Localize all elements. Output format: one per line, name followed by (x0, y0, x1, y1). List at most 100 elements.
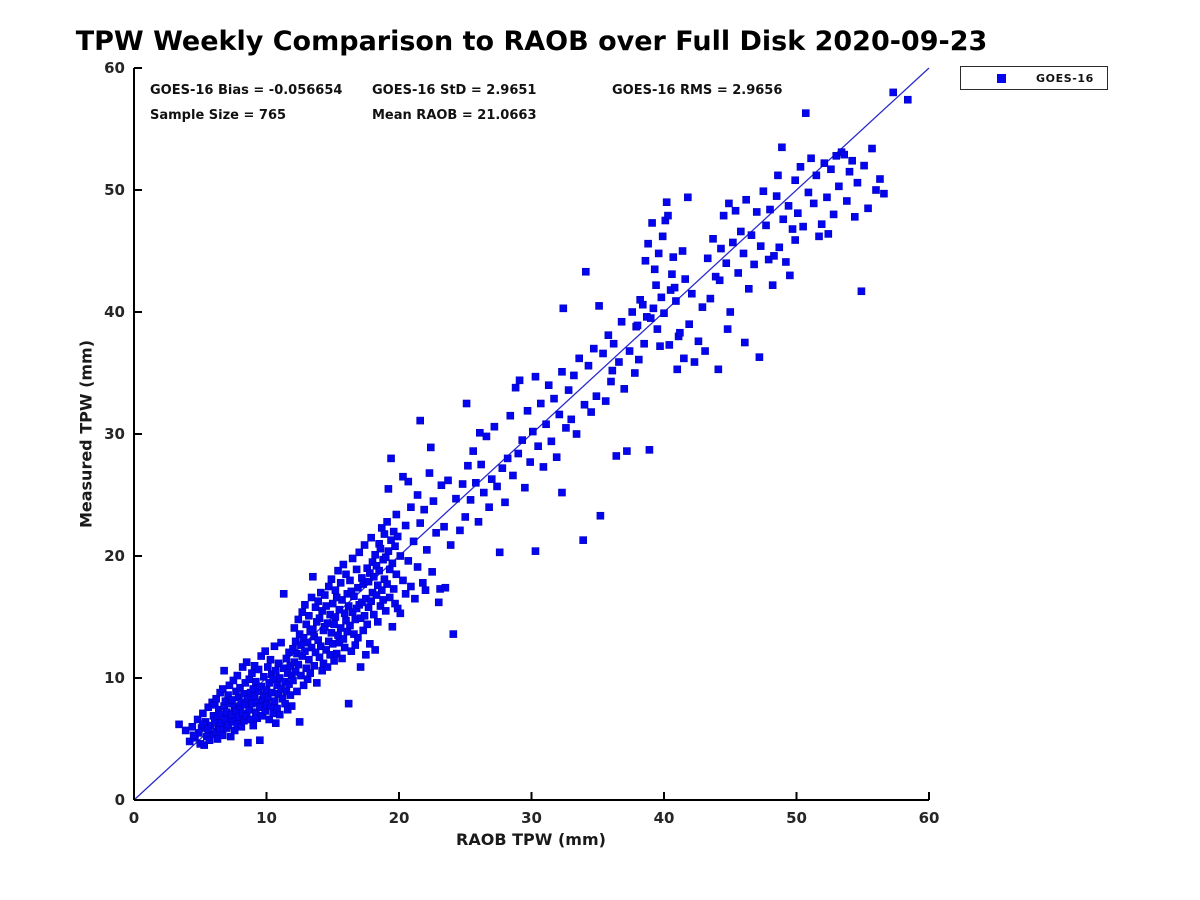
scatter-point (379, 596, 387, 604)
scatter-point (313, 679, 321, 687)
scatter-point (638, 300, 647, 309)
x-tick-label: 40 (654, 809, 675, 827)
scatter-point (409, 537, 418, 546)
scatter-point (817, 220, 826, 228)
scatter-point (648, 219, 656, 227)
scatter-point (277, 638, 285, 647)
scatter-point (261, 647, 269, 655)
scatter-point (633, 321, 642, 330)
scatter-point (236, 683, 244, 692)
scatter-point (775, 243, 784, 252)
scatter-point (444, 476, 452, 485)
scatter-point (768, 281, 777, 289)
scatter-point (477, 460, 485, 469)
scatter-point (843, 197, 851, 205)
scatter-point (558, 488, 566, 497)
scatter-point (531, 372, 540, 381)
scatter-point (523, 407, 532, 415)
scatter-point (323, 663, 332, 671)
scatter-point (688, 289, 696, 298)
scatter-point (625, 347, 634, 355)
scatter-point (558, 367, 566, 376)
scatter-point (669, 253, 678, 261)
scatter-point (493, 482, 501, 491)
scatter-point (680, 354, 688, 363)
scatter-point (289, 644, 297, 653)
scatter-point (547, 437, 556, 446)
scatter-point (562, 424, 570, 432)
scatter-point (612, 452, 621, 460)
x-tick-label: 10 (256, 809, 277, 827)
scatter-point (526, 458, 534, 466)
scatter-point (678, 247, 687, 255)
scatter-point (428, 568, 436, 576)
scatter-point (824, 230, 833, 238)
scatter-point (396, 609, 405, 618)
scatter-point (370, 610, 378, 619)
scatter-point (346, 576, 354, 585)
scatter-point (293, 687, 301, 696)
scatter-point (479, 488, 488, 497)
scatter-point (514, 449, 523, 458)
scatter-point (342, 616, 350, 625)
scatter-point (717, 244, 725, 253)
scatter-point (175, 720, 183, 729)
y-tick-label: 20 (104, 547, 125, 565)
scatter-point (407, 582, 415, 591)
x-tick-label: 0 (129, 809, 139, 827)
scatter-point (426, 443, 435, 452)
scatter-point (242, 658, 251, 666)
scatter-point (509, 471, 517, 480)
scatter-point (662, 198, 671, 206)
scatter-point (515, 376, 524, 385)
scatter-point (653, 325, 662, 333)
scatter-point (673, 365, 682, 374)
stat-std: GOES-16 StD = 2.9651 (372, 83, 537, 98)
scatter-point (383, 580, 391, 588)
scatter-point (264, 663, 272, 671)
scatter-point (715, 276, 724, 285)
scatter-point (521, 483, 529, 492)
scatter-point (225, 681, 234, 690)
scatter-point (233, 671, 242, 680)
scatter-point (723, 325, 732, 333)
scatter-point (404, 477, 413, 486)
scatter-point (681, 275, 690, 283)
scatter-point (302, 664, 311, 673)
scatter-point (226, 732, 235, 741)
scatter-point (370, 572, 378, 581)
scatter-point (853, 178, 862, 187)
scatter-point (367, 533, 375, 542)
scatter-point (294, 615, 303, 624)
scatter-point (656, 342, 664, 350)
scatter-point (399, 472, 407, 481)
scatter-point (392, 570, 401, 579)
y-tick-label: 40 (104, 303, 125, 321)
scatter-point (542, 420, 550, 429)
scatter-point (423, 546, 431, 554)
scatter-point (298, 608, 307, 616)
scatter-point (377, 586, 386, 594)
scatter-point (305, 655, 313, 664)
scatter-point (462, 399, 471, 408)
scatter-point (352, 565, 361, 574)
scatter-point (737, 227, 745, 236)
scatter-point (665, 341, 674, 349)
scatter-point (815, 232, 823, 241)
scatter-point (199, 709, 207, 718)
scatter-point (799, 222, 807, 231)
scatter-point (599, 349, 607, 358)
scatter-point (254, 665, 263, 674)
scatter-point (829, 210, 838, 219)
scatter-point (596, 511, 605, 520)
scatter-point (330, 657, 338, 665)
scatter-point (766, 205, 774, 214)
scatter-point (469, 447, 478, 455)
scatter-point (275, 710, 284, 719)
scatter-point (189, 731, 198, 740)
scatter-point (582, 267, 590, 276)
scatter-point (804, 188, 813, 197)
scatter-point (244, 738, 252, 747)
scatter-point (589, 344, 598, 353)
scatter-point (437, 481, 446, 490)
